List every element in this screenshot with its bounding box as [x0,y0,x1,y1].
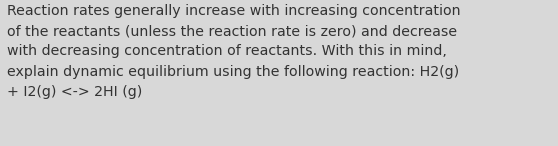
Text: Reaction rates generally increase with increasing concentration
of the reactants: Reaction rates generally increase with i… [7,4,461,99]
